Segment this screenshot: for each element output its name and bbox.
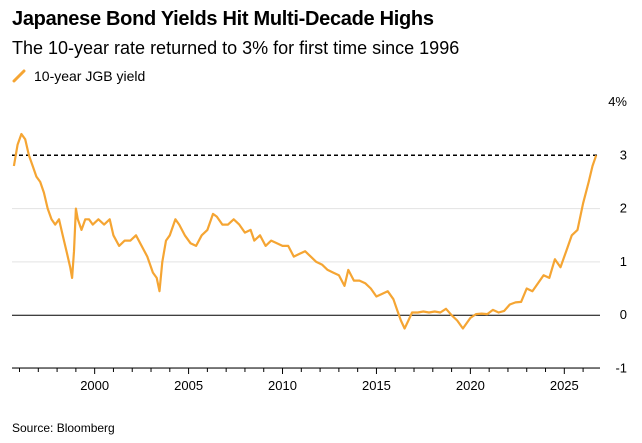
legend: 10-year JGB yield — [12, 66, 145, 86]
x-tick-label: 2015 — [362, 378, 391, 393]
reference-layer — [12, 154, 600, 316]
y-tick-label: 2 — [620, 201, 627, 216]
series-layer — [12, 132, 598, 330]
chart-subtitle: The 10-year rate returned to 3% for firs… — [12, 38, 460, 58]
legend-swatch-icon — [12, 69, 26, 83]
x-tick-label: 2025 — [550, 378, 579, 393]
grid-layer — [12, 208, 600, 369]
y-tick-label: -1 — [615, 361, 627, 376]
x-axis: 2000 2005 2010 2015 2020 2025 — [12, 367, 600, 393]
y-tick-label: 1 — [620, 254, 627, 269]
y-axis: 4% 3 2 1 0 -1 — [608, 94, 627, 376]
y-tick-label: 3 — [620, 147, 627, 162]
jgb-yield-line — [12, 132, 598, 330]
chart-title: Japanese Bond Yields Hit Multi-Decade Hi… — [12, 8, 434, 30]
x-tick-label: 2000 — [80, 378, 109, 393]
x-tick-label: 2020 — [456, 378, 485, 393]
legend-label: 10-year JGB yield — [34, 68, 146, 84]
x-tick-label: 2005 — [174, 378, 203, 393]
y-tick-label: 0 — [620, 307, 627, 322]
source-note: Source: Bloomberg — [12, 421, 115, 435]
x-tick-label: 2010 — [268, 378, 297, 393]
y-tick-label: 4% — [608, 94, 627, 109]
